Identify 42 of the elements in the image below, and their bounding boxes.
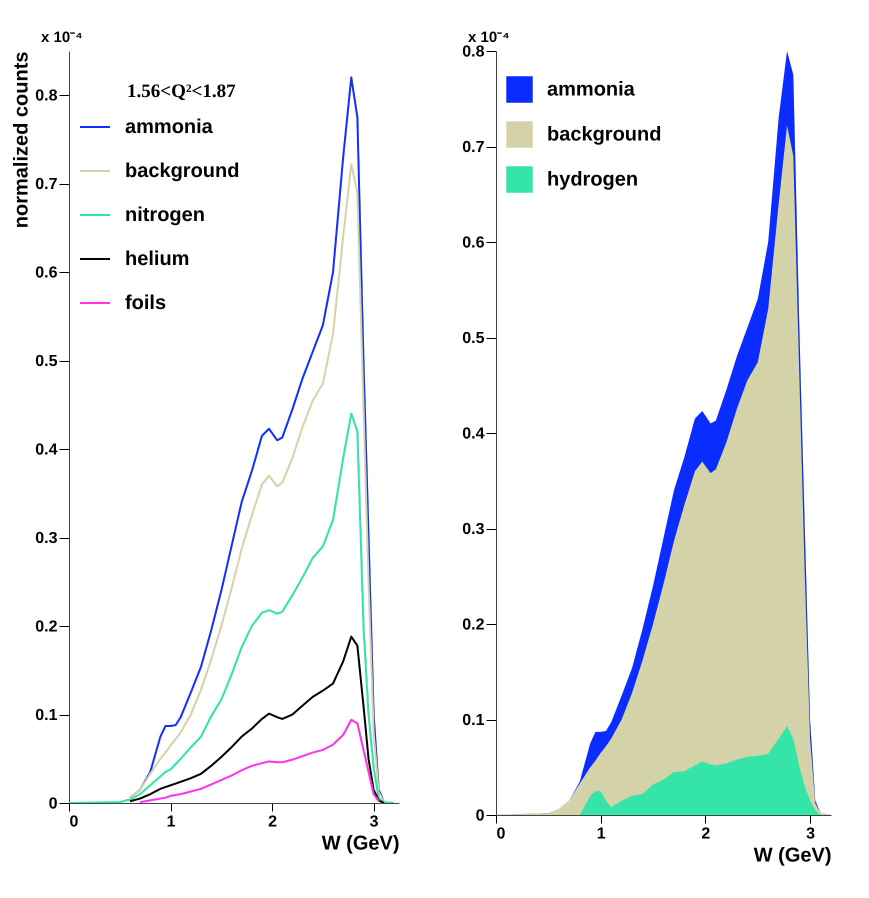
legend-label: ammonia — [547, 78, 636, 100]
legend-label: helium — [125, 248, 190, 270]
x-axis-title: W (GeV) — [754, 844, 832, 866]
legend-label: foils — [125, 292, 166, 314]
text: x 10⁻⁴ — [41, 29, 83, 46]
x-tick-label: 1 — [166, 814, 176, 830]
line-series — [128, 636, 385, 803]
x-tick-label: 0 — [70, 814, 78, 830]
y-tick-label: 0.6 — [35, 264, 58, 282]
y-tick-label: 0.4 — [462, 426, 485, 442]
legend-label: nitrogen — [125, 204, 205, 226]
y-tick-label: 0.1 — [35, 707, 58, 724]
y-tick-label: 0.7 — [462, 139, 485, 156]
line-series — [69, 412, 395, 803]
annotation: 1.56<Q²<1.87 — [127, 81, 236, 102]
y-tick-label: 0.7 — [35, 176, 58, 194]
y-tick-label: 0.8 — [35, 88, 58, 105]
y-axis-title: normalized counts — [10, 52, 32, 228]
text: x 10⁻⁴ — [468, 29, 510, 46]
legend-label: background — [125, 160, 240, 182]
y-tick-label: 0 — [48, 796, 58, 812]
legend-label: background — [547, 124, 662, 146]
y-tick-label: 0.2 — [462, 616, 485, 634]
y-tick-label: 0.4 — [35, 442, 58, 459]
x-tick-label: 3 — [806, 826, 816, 842]
y-tick-label: 0.5 — [462, 330, 485, 347]
y-tick-label: 0.3 — [35, 530, 58, 548]
legend-label: ammonia — [125, 116, 214, 138]
x-tick-label: 0 — [496, 826, 506, 842]
x-tick-label: 1 — [596, 826, 606, 842]
x-tick-label: 3 — [370, 814, 379, 830]
y-tick-label: 0.3 — [462, 521, 485, 538]
legend-label: hydrogen — [547, 168, 638, 190]
y-tick-label: 0.6 — [462, 234, 485, 252]
y-tick-label: 0.1 — [462, 712, 485, 729]
x-tick-label: 2 — [701, 826, 710, 842]
y-tick-label: 0.5 — [35, 353, 58, 370]
y-tick-label: 0.2 — [35, 618, 58, 636]
line-series — [139, 718, 380, 803]
x-axis-title: W (GeV) — [322, 832, 400, 854]
x-tick-label: 2 — [268, 814, 278, 830]
y-tick-label: 0.8 — [462, 44, 485, 60]
